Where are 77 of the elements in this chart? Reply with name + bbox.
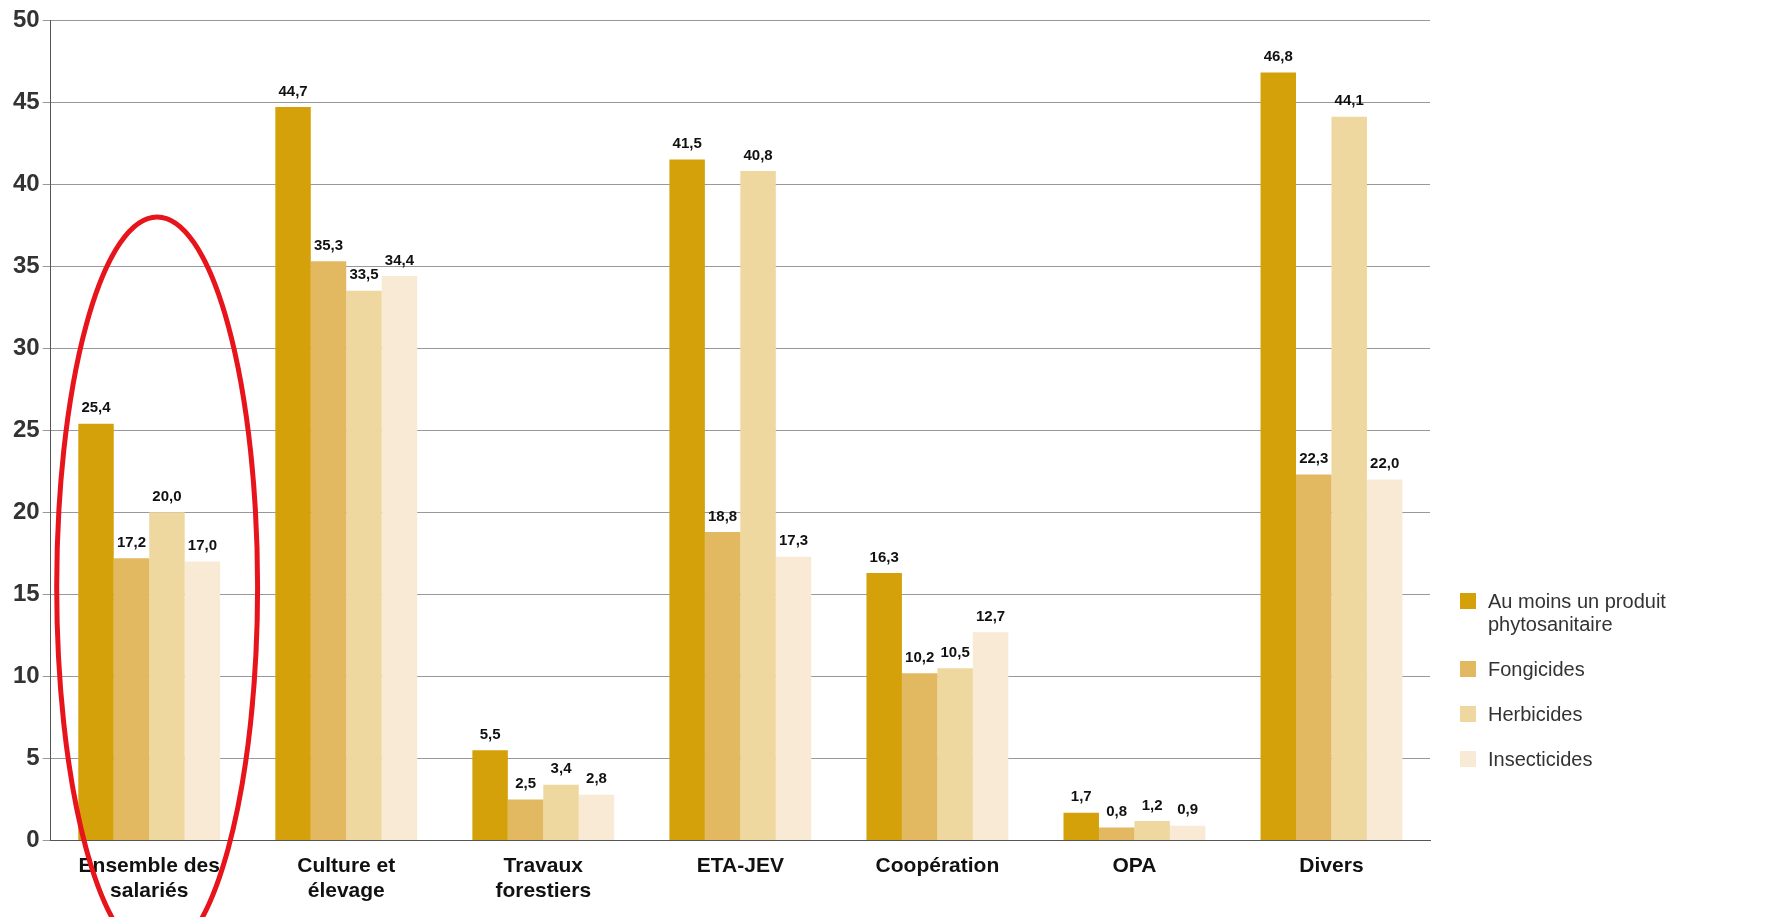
bar [346,290,382,841]
y-tick-label: 30 [12,332,40,360]
bar [507,799,544,841]
data-label: 17,0 [187,536,218,554]
bar [901,673,938,841]
bar [1098,827,1135,841]
legend-label: Herbicides [1488,703,1583,726]
data-label: 20,0 [152,487,182,504]
bar [972,632,1009,841]
bar [113,558,150,841]
legend-label: Insecticides [1488,748,1593,771]
y-tick-label: 0 [26,825,40,853]
data-label: 22,3 [1299,449,1329,467]
y-tick-label: 10 [12,661,40,689]
data-label: 16,3 [869,547,899,565]
bar [543,784,579,841]
data-label: 34,4 [384,250,415,268]
x-tick-label: ETA-JEV [696,853,784,876]
bar [1296,474,1332,841]
bar [866,573,902,841]
bar [149,512,185,841]
data-label: 1,7 [1070,787,1092,805]
bar [775,556,812,841]
data-label: 17,2 [116,532,147,550]
data-label: 5,5 [479,724,501,742]
bar [381,276,418,841]
data-label: 41,5 [672,134,702,152]
data-label: 0,8 [1106,802,1128,820]
x-tick-label: OPA [1112,853,1157,876]
data-label: 22,0 [1370,454,1400,472]
y-tick-label: 35 [12,250,40,278]
bar [1331,116,1367,841]
bar [184,561,221,841]
y-tick-label: 40 [12,168,40,196]
data-label: 18,8 [708,506,738,524]
x-tick-label: Coopération [875,853,1000,876]
y-tick-label: 15 [12,579,40,607]
x-tick-label: Culture et élevage [297,853,396,902]
bar [1134,820,1170,841]
bar [937,668,973,841]
data-label: 1,2 [1141,795,1163,813]
legend-label: Fongicides [1488,658,1585,681]
bar [1169,825,1206,841]
data-label: 46,8 [1263,47,1293,65]
y-tick-label: 5 [26,743,40,771]
data-label: 2,8 [586,769,607,787]
bar [704,532,741,841]
data-label: 10,5 [940,642,970,660]
data-label: 3,4 [550,759,573,777]
legend-label: Au moins un produit phytosanitaire [1488,590,1667,636]
y-tick-label: 20 [12,496,40,524]
bar [740,170,776,841]
data-label: 12,7 [975,606,1006,624]
data-label: 25,4 [81,398,112,416]
bar [275,106,311,841]
data-label: 33,5 [349,265,379,283]
bar [78,423,114,841]
bar [310,261,347,841]
data-label: 44,7 [278,81,308,99]
y-tick-label: 25 [12,414,40,442]
bar [578,794,615,841]
data-label: 17,3 [778,531,809,549]
data-label: 35,3 [313,235,344,253]
y-tick-label: 50 [12,4,40,32]
x-tick-label: Divers [1299,853,1364,876]
data-label: 44,1 [1334,91,1364,109]
bar [669,159,705,841]
data-label: 2,5 [515,774,536,792]
bar [472,750,508,841]
x-tick-label: Travaux forestiers [495,853,592,902]
bar [1366,479,1403,841]
data-label: 40,8 [743,145,773,163]
data-label: 10,2 [905,647,935,665]
y-tick-label: 45 [12,86,40,114]
bar [1260,72,1297,841]
data-label: 0,9 [1177,800,1199,818]
bar [1063,812,1099,841]
